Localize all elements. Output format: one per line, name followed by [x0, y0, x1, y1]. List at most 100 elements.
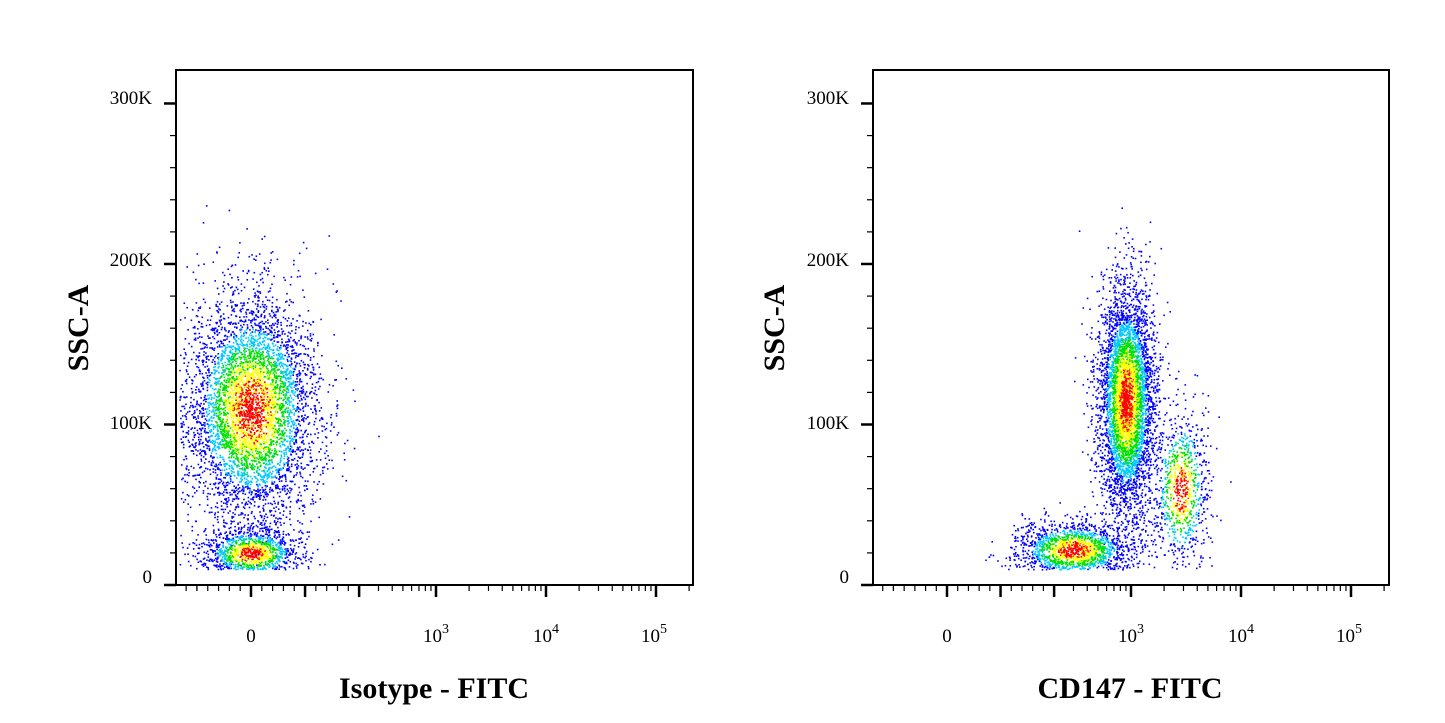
event-point-pop0	[242, 486, 244, 489]
event-point-pop0	[218, 319, 221, 322]
event-point-pop0	[273, 324, 275, 326]
event-point-pop0	[285, 506, 288, 508]
event-point-pop0	[283, 465, 285, 467]
event-point-pop0	[286, 484, 289, 487]
event-point-pop0	[279, 407, 282, 409]
event-point-pop0	[260, 330, 262, 332]
event-point-pop0	[209, 493, 211, 495]
event-point-pop0	[222, 339, 225, 341]
event-point-pop0	[280, 469, 282, 471]
event-point-pop0	[269, 397, 271, 400]
event-point-pop0	[237, 292, 240, 295]
event-point-pop0	[262, 420, 265, 422]
event-point-pop0	[214, 280, 216, 282]
event-point-pop0	[274, 396, 277, 398]
event-point-pop0	[251, 381, 254, 384]
event-point-pop0	[280, 459, 282, 462]
event-point-pop0	[204, 346, 206, 348]
event-point-pop0	[230, 370, 232, 373]
event-point-pop0	[241, 512, 243, 514]
event-point-pop0	[254, 339, 257, 341]
event-point-pop0	[274, 475, 277, 477]
event-point-pop0	[243, 394, 246, 396]
event-point-pop0	[299, 379, 301, 381]
event-point-pop0	[282, 386, 284, 388]
event-point-pop0	[233, 444, 235, 446]
event-point-pop0	[235, 362, 238, 365]
event-point-pop0	[257, 484, 259, 487]
event-point-pop0	[272, 406, 274, 408]
event-point-pop0	[279, 425, 282, 427]
event-point-pop0	[261, 303, 264, 306]
event-point-pop0	[290, 322, 293, 325]
event-point-pop0	[211, 397, 213, 399]
event-point-pop0	[272, 470, 274, 473]
event-point-pop0	[218, 363, 220, 365]
event-point-pop0	[272, 369, 274, 371]
event-point-pop0	[260, 351, 262, 354]
event-point-pop0	[201, 471, 204, 474]
event-point-pop0	[250, 415, 253, 417]
event-point-pop0	[193, 434, 196, 437]
event-point-pop0	[218, 308, 220, 310]
event-point-pop0	[235, 440, 237, 442]
event-point-pop0	[266, 405, 268, 408]
event-point-pop0	[214, 332, 216, 335]
event-point-pop0	[258, 385, 260, 387]
event-point-pop0	[193, 325, 196, 328]
event-point-pop0	[227, 363, 229, 365]
event-point-pop0	[256, 483, 258, 486]
event-point-pop0	[264, 331, 267, 333]
event-point-pop0	[259, 457, 261, 459]
event-point-pop0	[310, 503, 312, 505]
event-point-pop0	[287, 464, 289, 466]
event-point-pop0	[271, 441, 274, 443]
event-point-pop0	[212, 336, 214, 338]
event-point-pop0	[243, 365, 246, 367]
event-point-pop0	[282, 372, 284, 375]
event-point-pop0	[270, 406, 273, 409]
event-point-pop0	[269, 393, 272, 396]
event-point-pop0	[233, 308, 235, 310]
event-point-pop0	[253, 501, 256, 503]
event-point-pop0	[218, 371, 220, 374]
event-point-pop0	[236, 343, 238, 345]
event-point-pop0	[285, 401, 288, 404]
event-point-pop0	[262, 438, 265, 440]
event-point-pop0	[232, 366, 234, 369]
event-point-pop0	[267, 413, 269, 415]
event-point-pop0	[212, 410, 215, 413]
event-point-pop0	[263, 344, 266, 347]
event-point-pop0	[197, 450, 199, 452]
event-point-pop0	[270, 439, 272, 441]
event-point-pop0	[277, 334, 280, 336]
event-point-pop0	[235, 327, 238, 329]
event-point-pop0	[260, 326, 262, 329]
event-point-pop0	[219, 418, 221, 421]
event-point-pop0	[293, 263, 295, 266]
event-point-pop0	[226, 463, 228, 466]
event-point-pop0	[277, 403, 279, 406]
event-point-pop0	[215, 438, 218, 441]
event-point-pop0	[238, 356, 241, 358]
event-point-pop0	[249, 463, 251, 465]
event-point-pop0	[263, 495, 265, 498]
event-point-pop0	[246, 384, 248, 386]
event-point-pop0	[262, 410, 265, 412]
event-point-pop0	[297, 494, 299, 496]
event-point-pop0	[186, 473, 188, 476]
event-point-pop0	[220, 382, 223, 384]
event-point-pop0	[240, 513, 242, 516]
event-point-pop0	[284, 382, 287, 385]
event-point-pop0	[284, 424, 286, 426]
event-point-pop0	[225, 421, 228, 424]
event-point-pop0	[255, 329, 257, 331]
event-point-pop0	[275, 372, 278, 374]
event-point-pop0	[275, 311, 277, 313]
event-point-pop0	[287, 447, 289, 450]
event-point-pop0	[227, 441, 230, 444]
event-point-pop0	[200, 322, 203, 325]
event-point-pop0	[192, 380, 194, 382]
event-point-pop0	[279, 433, 282, 436]
event-point-pop0	[299, 446, 301, 448]
